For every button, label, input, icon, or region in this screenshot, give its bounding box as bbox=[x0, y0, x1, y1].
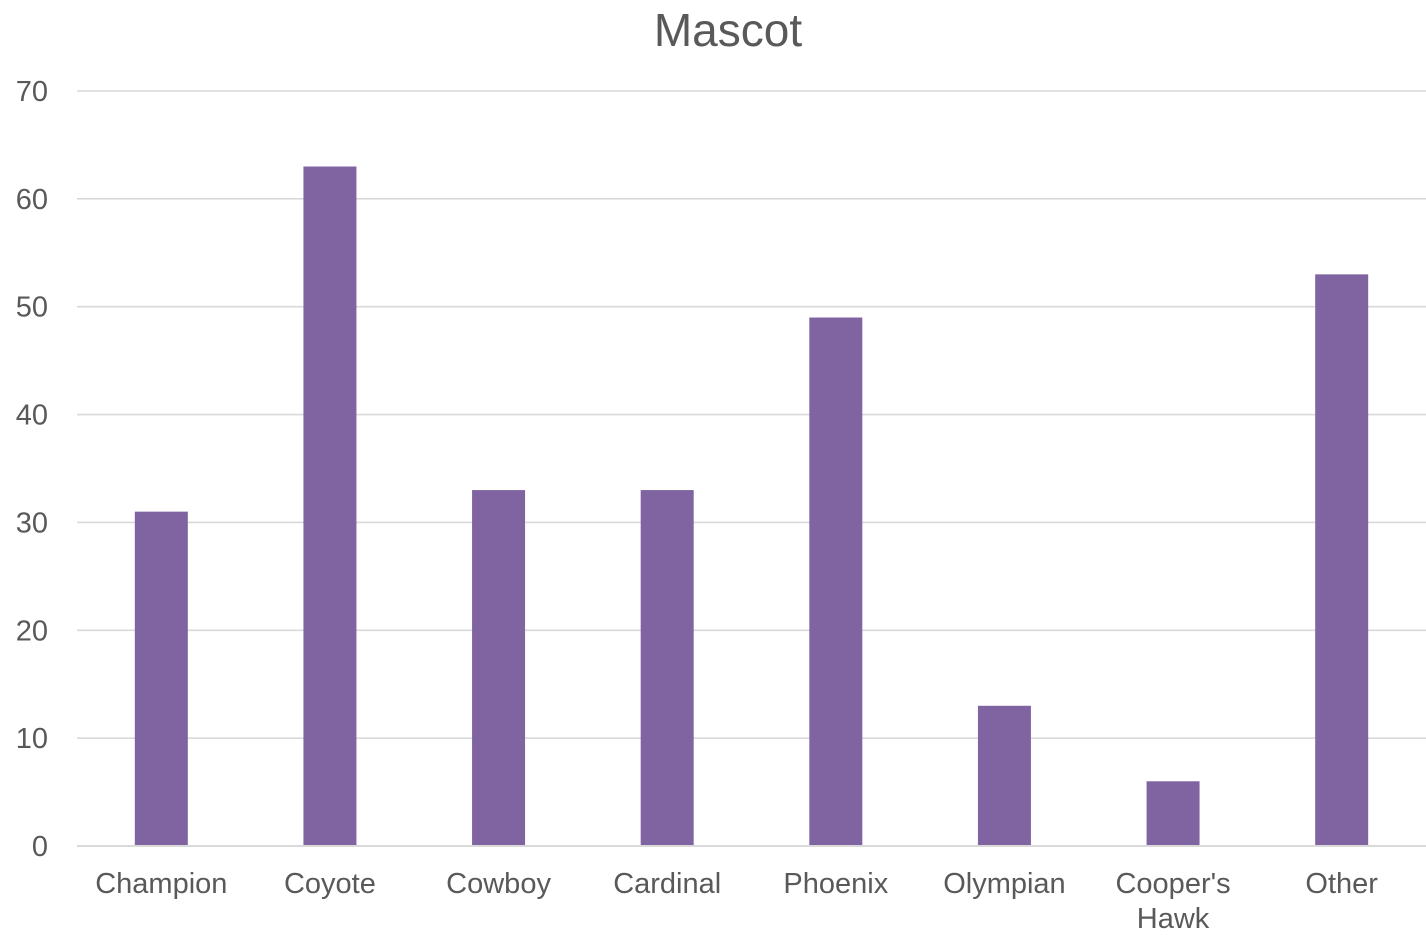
chart-title: Mascot bbox=[654, 4, 802, 56]
x-tick-label: Cooper's Hawk bbox=[1115, 868, 1230, 935]
x-tick-label: Phoenix bbox=[783, 868, 888, 900]
y-tick-label: 30 bbox=[16, 507, 48, 539]
y-tick-label: 70 bbox=[16, 76, 48, 108]
bar bbox=[1315, 274, 1369, 846]
y-tick-label: 0 bbox=[32, 831, 48, 863]
bar bbox=[977, 705, 1031, 846]
bars bbox=[134, 166, 1369, 846]
y-tick-label: 10 bbox=[16, 723, 48, 755]
bar bbox=[134, 511, 188, 846]
bar bbox=[303, 166, 357, 846]
x-axis-labels: Champion Coyote Cowboy Cardinal Phoenix Olymp… bbox=[95, 868, 1378, 935]
bar bbox=[472, 490, 526, 846]
y-tick-label: 20 bbox=[16, 615, 48, 647]
bar bbox=[1146, 781, 1200, 846]
x-tick-label: Champion bbox=[95, 868, 227, 900]
x-tick-label: Other bbox=[1305, 868, 1378, 900]
gridlines bbox=[77, 90, 1426, 739]
y-tick-label: 50 bbox=[16, 292, 48, 324]
x-tick-label: Cardinal bbox=[613, 868, 721, 900]
x-tick-label: Cowboy bbox=[446, 868, 551, 900]
y-tick-label: 40 bbox=[16, 400, 48, 432]
bar bbox=[640, 490, 694, 846]
y-tick-label: 60 bbox=[16, 184, 48, 216]
y-axis-ticks: 0 10 20 30 40 50 60 70 bbox=[16, 76, 48, 863]
bar bbox=[809, 317, 863, 846]
x-tick-label: Olympian bbox=[943, 868, 1066, 900]
x-tick-label: Coyote bbox=[284, 868, 376, 900]
